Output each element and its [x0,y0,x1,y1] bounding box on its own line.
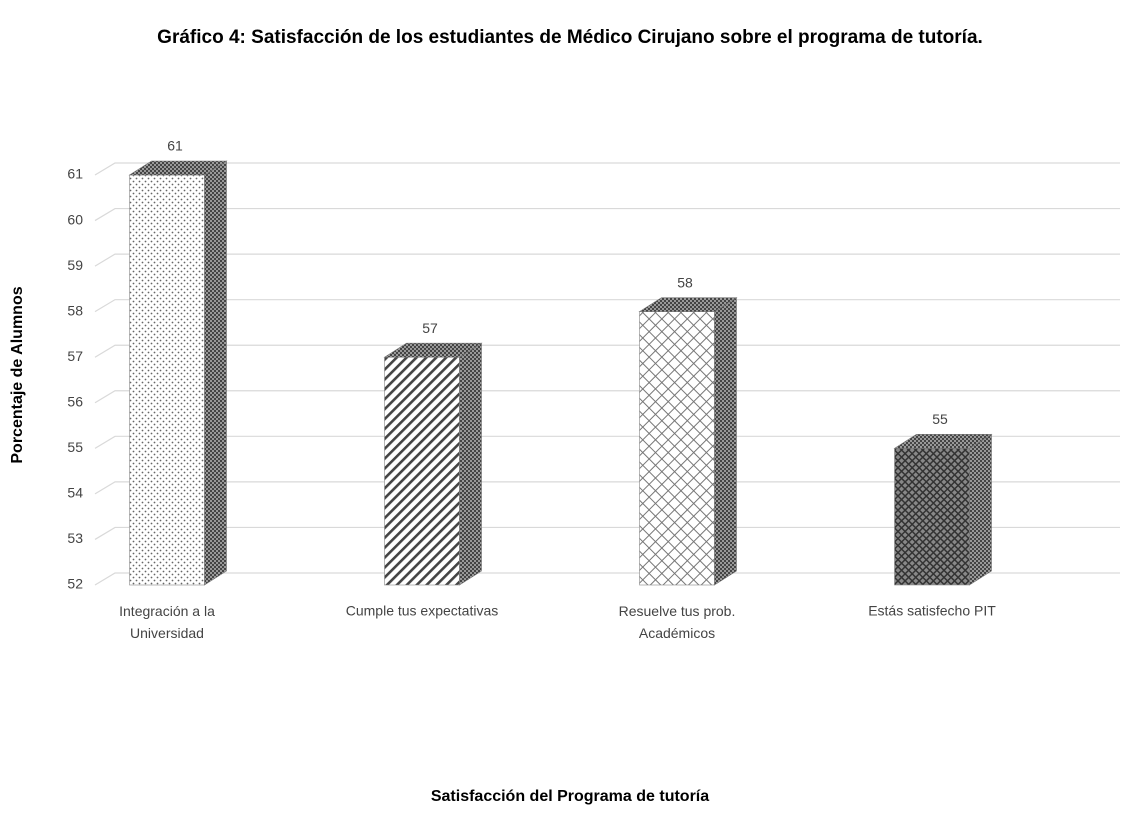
y-tick-label: 56 [67,393,83,409]
grid-line [94,344,1120,358]
bar [639,311,715,586]
grid-line [94,572,1120,586]
y-tick-label: 60 [67,211,83,227]
bar [129,174,205,586]
y-tick-label: 59 [67,257,83,273]
data-label: 57 [422,320,438,336]
x-tick-label: Estás satisfecho PIT [868,603,996,619]
y-tick-label: 61 [67,166,83,182]
bar [894,448,970,586]
bar-top [383,342,483,358]
grid-line [94,162,1120,176]
grid-line [94,526,1120,540]
grid-line [94,390,1120,404]
y-tick-label: 58 [67,302,83,318]
y-tick-label: 52 [67,576,83,592]
x-tick-label: Integración a la Universidad [119,603,215,641]
chart-title: Gráfico 4: Satisfacción de los estudiant… [157,27,983,48]
data-label: 55 [932,411,948,427]
x-tick-label: Resuelve tus prob. Académicos [619,603,736,641]
data-label: 58 [677,274,693,290]
bar-top [128,160,228,176]
y-tick-label: 57 [67,348,83,364]
grid-line [94,435,1120,449]
y-tick-label: 54 [67,485,83,501]
y-tick-label: 55 [67,439,83,455]
bar-side [969,433,992,586]
bar-top [638,297,738,312]
bar-side [204,160,227,586]
x-axis-title: Satisfacción del Programa de tutoría [431,788,709,805]
bar-side [459,342,482,586]
grid-line [94,299,1120,313]
y-axis-title: Porcentaje de Alumnos [9,286,26,463]
x-tick-label: Cumple tus expectativas [346,603,499,619]
bar [384,356,460,586]
data-label: 61 [167,138,183,154]
grid-line [94,253,1120,267]
y-tick-label: 53 [67,530,83,546]
bar-side [714,297,737,586]
grid-line [94,481,1120,495]
bar-top [893,434,993,449]
grid-line [94,207,1120,222]
